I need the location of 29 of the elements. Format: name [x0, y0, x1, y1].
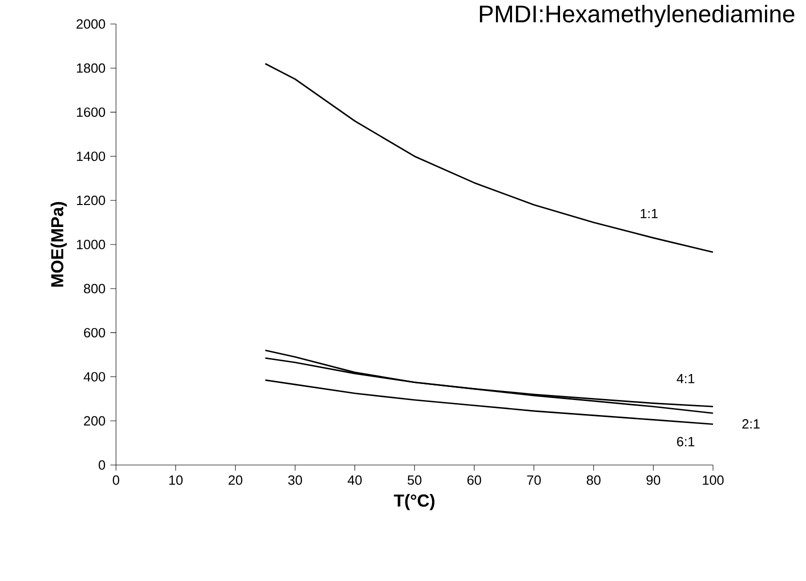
- series-label: 4:1: [676, 374, 694, 384]
- x-tick-label: 90: [646, 475, 660, 485]
- x-tick-label: 80: [586, 475, 600, 485]
- x-tick-label: 10: [169, 475, 183, 485]
- y-tick-label: 2000: [76, 19, 106, 29]
- x-tick-label: 70: [527, 475, 541, 485]
- y-tick-label: 1000: [76, 240, 106, 250]
- y-tick-label: 1600: [76, 107, 106, 117]
- text: 2:1: [742, 419, 760, 428]
- x-tick-label: 50: [408, 475, 422, 485]
- y-axis-title: MOE(MPa): [50, 202, 67, 287]
- x-tick-label: 30: [288, 475, 302, 485]
- y-tick-label: 400: [84, 372, 106, 382]
- x-tick-label: 20: [228, 475, 242, 485]
- series-label: 1:1: [640, 208, 658, 218]
- y-tick-label: 800: [84, 284, 106, 294]
- x-tick-label: 40: [348, 475, 362, 485]
- y-tick-label: 0: [98, 460, 106, 470]
- series-label: 6:1: [677, 436, 694, 446]
- chart-title: PMDI:Hexamethylenediamine: [480, 4, 794, 28]
- y-tick-label: 600: [84, 328, 106, 338]
- x-tick-label: 100: [702, 475, 724, 485]
- y-tick-label: 1200: [76, 196, 106, 206]
- y-tick-label: 1800: [76, 63, 106, 73]
- y-tick-label: 1400: [76, 152, 106, 162]
- x-tick-label: 0: [112, 475, 120, 485]
- x-axis-title: T(°C): [394, 494, 434, 510]
- x-tick-label: 60: [467, 475, 482, 485]
- y-tick-label: 200: [84, 416, 106, 426]
